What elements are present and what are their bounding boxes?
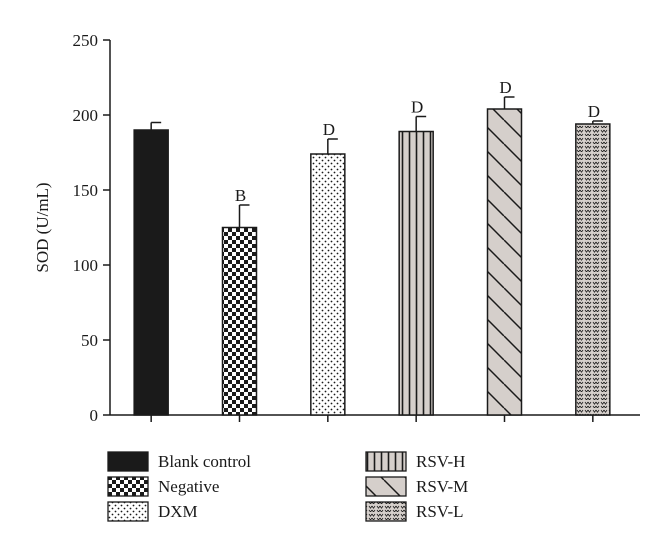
- legend-label: RSV-L: [416, 502, 464, 521]
- legend-swatch: [107, 476, 149, 497]
- significance-label: D: [499, 78, 511, 97]
- legend-swatch: [365, 451, 407, 472]
- significance-label: D: [323, 120, 335, 139]
- legend-label: Blank control: [158, 452, 251, 471]
- legend-swatch: [365, 476, 407, 497]
- bar-negative: [221, 226, 258, 416]
- y-tick-label: 50: [81, 331, 98, 350]
- legend-swatch: [107, 451, 149, 472]
- legend-label: Negative: [158, 477, 219, 496]
- legend-label: RSV-M: [416, 477, 468, 496]
- legend-swatch: [107, 501, 149, 522]
- bars: B D D D D: [133, 78, 611, 416]
- axes: 0 50 100 150 200 250 SOD (U/mL): [33, 31, 640, 425]
- significance-label: D: [411, 98, 423, 117]
- y-tick-label: 200: [73, 106, 99, 125]
- legend-swatch: [365, 501, 407, 522]
- y-tick-label: 100: [73, 256, 99, 275]
- legend-label: RSV-H: [416, 452, 465, 471]
- bar-rsv-m: [486, 108, 523, 416]
- significance-label: B: [235, 186, 246, 205]
- bar-rsv-h: [398, 130, 434, 416]
- significance-label: D: [588, 102, 600, 121]
- y-axis-label: SOD (U/mL): [33, 182, 52, 272]
- y-tick-label: 0: [90, 406, 99, 425]
- y-tick-label: 150: [73, 181, 99, 200]
- legend-label: DXM: [158, 502, 198, 521]
- bar-rsv-l: [575, 123, 611, 416]
- bar-blank-control: [133, 129, 169, 416]
- legend: Blank control Negative DXM RSV-H RSV-M RSV-L: [107, 451, 468, 522]
- bar-dxm: [310, 153, 346, 416]
- y-tick-label: 250: [73, 31, 99, 50]
